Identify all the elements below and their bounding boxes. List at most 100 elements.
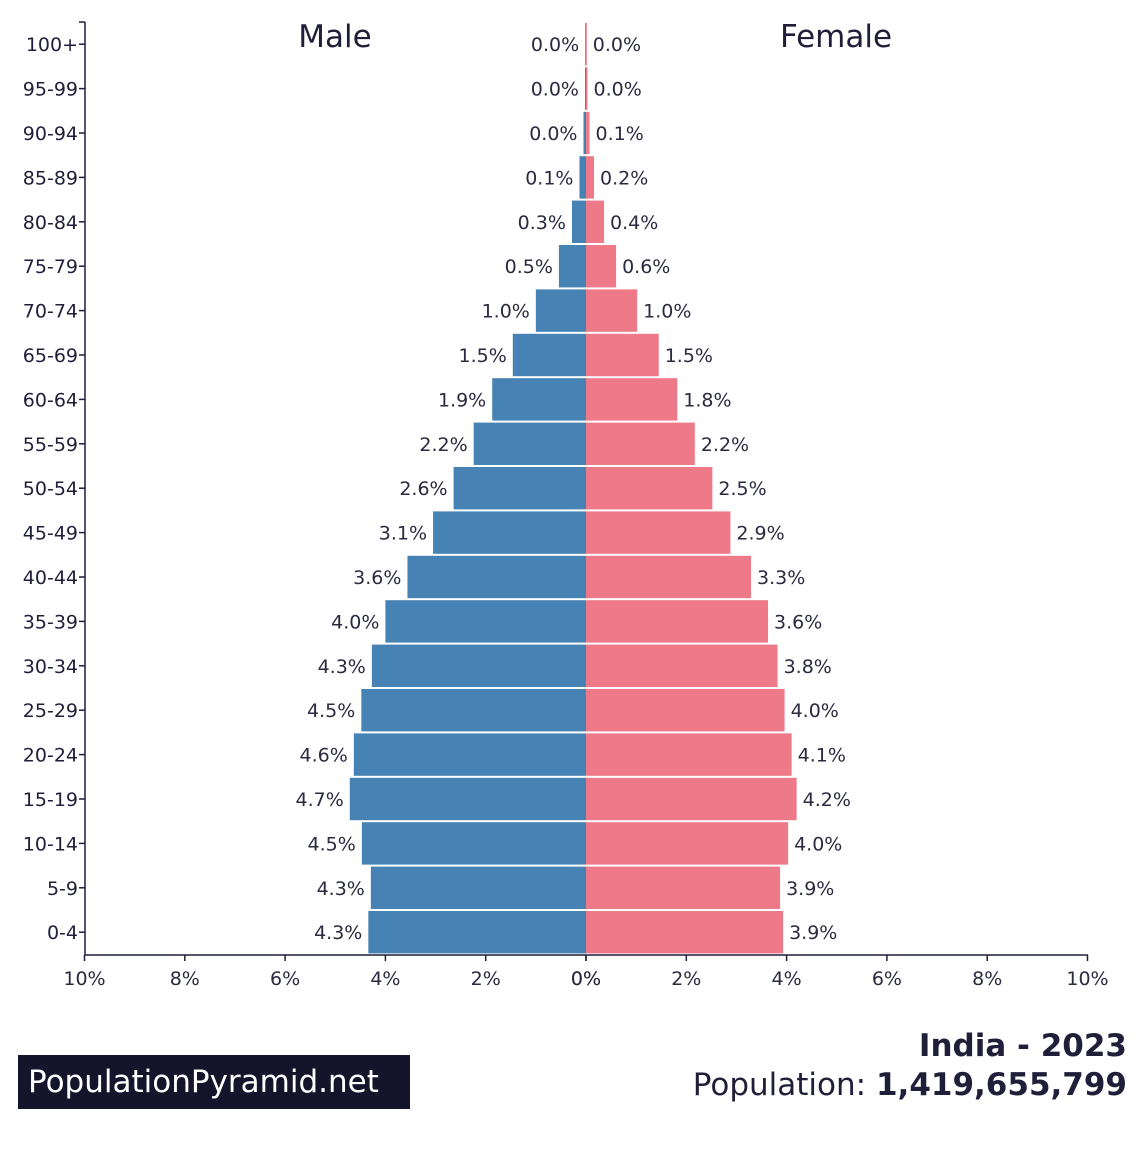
age-group-label: 65-69 [23,345,78,367]
female-value-label: 1.5% [665,345,713,367]
age-group-label: 10-14 [23,833,78,855]
age-group-label: 20-24 [23,745,78,767]
x-tick-label: 10% [63,968,105,990]
male-value-label: 3.1% [379,523,427,545]
male-value-label: 4.3% [314,922,362,944]
male-value-label: 0.5% [505,256,553,278]
female-bar-60-64 [586,378,678,421]
female-bar-55-59 [586,422,695,465]
male-bar-30-34 [371,644,586,687]
female-bar-80-84 [586,200,605,243]
age-group-label: 5-9 [47,878,78,900]
age-group-label: 25-29 [23,700,78,722]
female-value-label: 3.9% [786,878,834,900]
male-bar-40-44 [407,555,586,599]
age-group-label: 60-64 [23,389,78,411]
female-value-label: 2.5% [718,478,766,500]
male-bar-80-84 [571,200,586,243]
x-tick-label: 10% [1066,968,1108,990]
female-side-label: Female [780,19,892,55]
male-value-label: 0.0% [531,34,579,56]
female-bar-30-34 [586,644,778,687]
female-bar-45-49 [586,511,731,554]
male-value-label: 1.0% [482,301,530,323]
male-value-label: 1.9% [438,389,486,411]
age-group-label: 0-4 [47,922,78,944]
male-bar-15-19 [349,777,586,821]
population-label: Population: [692,1067,867,1103]
age-group-label: 55-59 [23,434,78,456]
age-group-label: 35-39 [23,611,78,633]
brand-text[interactable]: PopulationPyramid.net [28,1064,379,1100]
female-bar-0-4 [586,911,784,954]
male-bar-75-79 [558,245,586,288]
female-value-label: 4.1% [798,745,846,767]
female-bar-15-19 [586,777,797,821]
age-group-label: 90-94 [23,123,78,145]
male-value-label: 2.6% [399,478,447,500]
age-group-label: 45-49 [23,523,78,545]
female-value-label: 0.0% [593,34,641,56]
male-side-label: Male [298,19,371,55]
female-value-label: 4.2% [803,789,851,811]
female-value-label: 3.8% [784,656,832,678]
x-tick-label: 4% [370,968,400,990]
female-value-label: 3.6% [774,611,822,633]
age-group-label: 50-54 [23,478,78,500]
male-value-label: 2.2% [419,434,467,456]
female-value-label: 1.8% [683,389,731,411]
age-group-label: 15-19 [23,789,78,811]
age-group-label: 100+ [26,34,78,56]
age-group-label: 95-99 [23,79,78,101]
country-year-title: India - 2023 [918,1028,1127,1064]
age-group-label: 85-89 [23,167,78,189]
male-bar-25-29 [361,689,586,732]
male-value-label: 4.5% [307,700,355,722]
male-value-label: 4.3% [317,878,365,900]
female-value-label: 4.0% [791,700,839,722]
male-value-label: 0.0% [531,79,579,101]
male-bar-90-94 [583,111,586,155]
female-bar-95-99 [586,67,588,110]
male-value-label: 4.5% [308,833,356,855]
female-value-label: 0.6% [622,256,670,278]
brand-logo-box[interactable]: PopulationPyramid.net [18,1055,410,1109]
female-bar-100+ [586,23,587,66]
female-bar-10-14 [586,822,789,865]
female-bar-40-44 [586,555,751,599]
age-group-label: 70-74 [23,301,78,323]
x-tick-label: 8% [972,968,1002,990]
male-bar-100+ [585,23,586,66]
female-bar-85-89 [586,156,595,199]
female-bar-70-74 [586,289,638,332]
female-bar-25-29 [586,689,785,732]
male-bar-95-99 [584,67,586,110]
male-value-label: 3.6% [353,567,401,589]
male-value-label: 0.1% [525,167,573,189]
x-tick-label: 4% [772,968,802,990]
male-value-label: 4.3% [318,656,366,678]
female-bar-5-9 [586,866,781,909]
female-value-label: 1.0% [643,301,691,323]
male-value-label: 0.3% [518,212,566,234]
x-tick-label: 2% [471,968,501,990]
male-bar-85-89 [579,156,586,199]
female-bar-65-69 [586,333,659,377]
female-value-label: 3.3% [757,567,805,589]
x-tick-label: 0% [571,968,601,990]
female-value-label: 2.9% [736,523,784,545]
male-bar-20-24 [353,733,586,776]
female-bar-90-94 [586,111,590,155]
male-bar-0-4 [368,911,586,954]
male-value-label: 4.0% [331,611,379,633]
age-group-label: 40-44 [23,567,78,589]
x-tick-label: 8% [170,968,200,990]
male-bar-65-69 [512,333,586,377]
x-tick-label: 6% [270,968,300,990]
male-bar-70-74 [535,289,586,332]
male-bar-45-49 [433,511,586,554]
male-bar-60-64 [492,378,586,421]
female-value-label: 3.9% [789,922,837,944]
male-bar-10-14 [361,822,586,865]
age-group-label: 80-84 [23,212,78,234]
